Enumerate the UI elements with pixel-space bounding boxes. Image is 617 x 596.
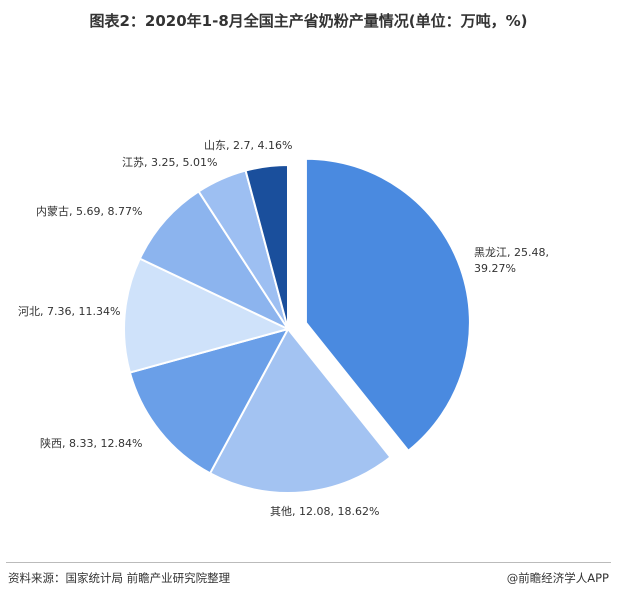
- pie-slice: [138, 190, 291, 332]
- source: 资料来源：国家统计局 前瞻产业研究院整理: [8, 571, 231, 585]
- data-label: 河北, 7.36, 11.34%: [18, 305, 121, 318]
- data-label: 山东, 2.7, 4.16%: [204, 139, 293, 152]
- pie-slice: [128, 327, 290, 475]
- footer-rule: [6, 562, 611, 563]
- brand: @前瞻经济学人APP: [506, 571, 609, 585]
- pie-slice: [208, 327, 392, 494]
- data-label: 其他, 12.08, 18.62%: [270, 505, 380, 518]
- data-label: 陕西, 8.33, 12.84%: [40, 437, 143, 450]
- data-label: 黑龙江, 25.48, 39.27%: [474, 246, 549, 275]
- chart-title: 图表2：2020年1-8月全国主产省奶粉产量情况(单位：万吨，%): [89, 12, 528, 30]
- chart: [123, 157, 471, 494]
- pie-slice: [123, 257, 291, 374]
- pie-slice: [244, 163, 289, 330]
- data-label: 江苏, 3.25, 5.01%: [122, 156, 218, 169]
- data-label: 内蒙古, 5.69, 8.77%: [36, 205, 143, 218]
- pie-slice: [304, 157, 471, 453]
